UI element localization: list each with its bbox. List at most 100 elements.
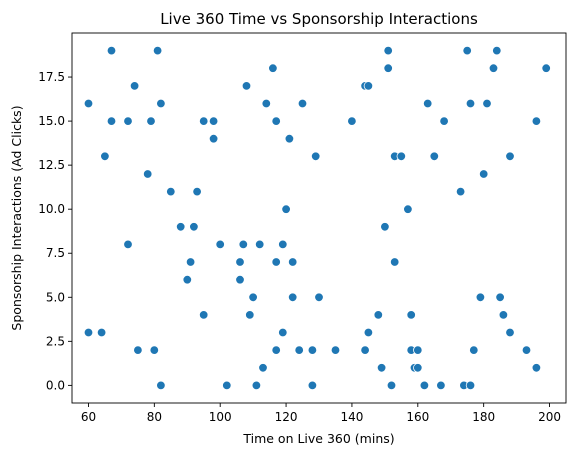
- data-point: [376, 363, 387, 373]
- data-point: [482, 98, 492, 109]
- data-point: [258, 363, 268, 373]
- data-point: [245, 310, 255, 320]
- plot-area: 60 80 100 120 140 160 180 200 0.0 2.5 5.0 7.5 10.0 1…: [38, 32, 567, 424]
- data-point: [429, 151, 440, 162]
- data-point: [419, 380, 430, 391]
- data-point: [106, 45, 117, 56]
- data-point: [383, 63, 393, 73]
- data-point: [208, 133, 219, 144]
- data-point: [146, 116, 156, 126]
- x-axis-label: Time on Live 360 (mins): [242, 431, 394, 446]
- x-tick-label: 140: [340, 410, 363, 424]
- data-point: [311, 151, 321, 162]
- y-tick-label: 12.5: [38, 158, 65, 172]
- y-tick-label: 10.0: [38, 202, 65, 216]
- data-point: [83, 98, 94, 109]
- data-point: [363, 81, 374, 91]
- x-tick-label: 120: [275, 410, 298, 424]
- data-point: [96, 327, 107, 338]
- data-point: [479, 169, 489, 179]
- data-point: [133, 345, 143, 355]
- data-point: [261, 98, 272, 109]
- data-point: [271, 257, 281, 267]
- y-tick-label: 7.5: [46, 246, 65, 260]
- data-point: [215, 239, 225, 250]
- data-point: [123, 239, 133, 250]
- data-point: [307, 380, 318, 391]
- data-point: [83, 327, 94, 338]
- data-point: [278, 239, 288, 250]
- data-point: [505, 151, 515, 162]
- data-point: [347, 116, 357, 126]
- data-point: [142, 169, 153, 179]
- data-point: [307, 345, 318, 355]
- x-tick-label: 180: [472, 410, 495, 424]
- y-axis-label: Sponsorship Interactions (Ad Clicks): [9, 105, 24, 330]
- chart-title: Live 360 Time vs Sponsorship Interaction…: [160, 10, 478, 28]
- data-point: [106, 116, 117, 126]
- data-point: [268, 63, 278, 73]
- data-point: [495, 292, 505, 303]
- data-point: [505, 327, 515, 338]
- data-point: [492, 45, 502, 56]
- data-point: [166, 186, 176, 197]
- data-point: [100, 151, 110, 162]
- data-point: [386, 380, 397, 391]
- data-point: [251, 380, 262, 391]
- data-point: [465, 380, 476, 391]
- x-tick-label: 80: [147, 410, 162, 424]
- y-tick-label: 2.5: [46, 334, 65, 348]
- data-point: [423, 98, 433, 109]
- data-point: [235, 257, 245, 267]
- data-point: [406, 310, 416, 320]
- data-point: [383, 45, 393, 56]
- data-point: [297, 98, 308, 109]
- data-point: [396, 151, 407, 162]
- data-point: [465, 98, 476, 109]
- data-point: [238, 239, 249, 250]
- data-point: [284, 133, 295, 144]
- data-point: [271, 345, 281, 355]
- data-point: [288, 292, 298, 303]
- data-point: [235, 275, 245, 285]
- y-tick-label: 17.5: [38, 70, 65, 84]
- data-point: [278, 327, 288, 338]
- data-point: [469, 345, 479, 355]
- data-point: [123, 116, 133, 126]
- data-point: [192, 186, 202, 197]
- data-point: [156, 98, 166, 109]
- x-tick-label: 160: [406, 410, 429, 424]
- data-point: [129, 81, 140, 91]
- data-point: [198, 116, 209, 126]
- data-point: [189, 222, 199, 232]
- data-point: [363, 327, 374, 338]
- data-points: [83, 45, 551, 391]
- data-point: [156, 380, 166, 391]
- data-point: [152, 45, 163, 56]
- data-point: [541, 63, 551, 73]
- data-point: [198, 310, 209, 320]
- data-point: [413, 363, 423, 373]
- data-point: [175, 222, 186, 232]
- data-point: [531, 116, 542, 126]
- data-point: [248, 292, 258, 303]
- y-tick-label: 5.0: [46, 290, 65, 304]
- data-point: [294, 345, 304, 355]
- data-point: [455, 186, 466, 197]
- data-point: [288, 257, 298, 267]
- data-point: [498, 310, 509, 320]
- data-point: [271, 116, 281, 126]
- axes-frame: [71, 32, 567, 404]
- data-point: [281, 204, 291, 214]
- data-point: [255, 239, 265, 250]
- data-point: [436, 380, 446, 391]
- data-point: [462, 45, 472, 56]
- x-tick-label: 60: [81, 410, 96, 424]
- data-point: [390, 257, 400, 267]
- data-point: [403, 204, 413, 214]
- data-point: [185, 257, 196, 267]
- data-point: [521, 345, 532, 355]
- data-point: [330, 345, 341, 355]
